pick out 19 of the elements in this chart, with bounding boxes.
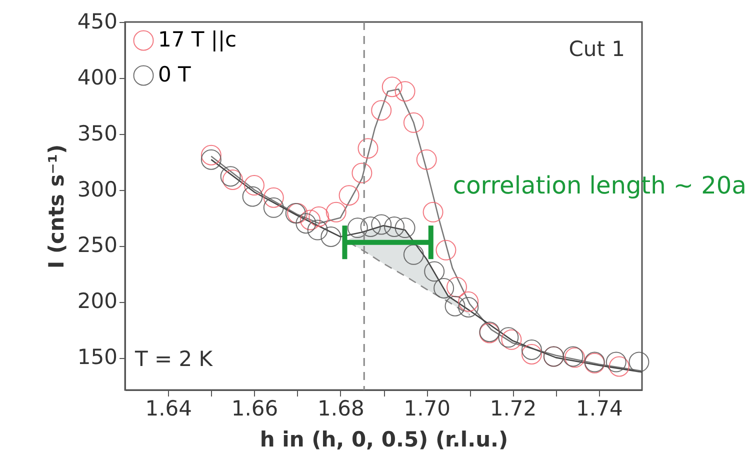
y-tick-label: 250 (77, 233, 118, 258)
legend-label: 0 T (158, 62, 192, 86)
y-tick-label: 350 (77, 121, 118, 146)
y-tick-label: 400 (77, 65, 118, 90)
y-tick-label: 300 (77, 177, 118, 202)
x-tick-label: 1.66 (231, 396, 278, 420)
x-tick-label: 1.72 (490, 396, 537, 420)
y-tick-label: 450 (77, 10, 118, 34)
y-tick-label: 150 (77, 345, 118, 370)
legend-label: 17 T ||c (158, 28, 237, 52)
x-tick-label: 1.68 (318, 396, 364, 420)
x-tick-label: 1.70 (404, 396, 450, 420)
x-tick-label: 1.74 (576, 396, 623, 420)
x-tick-label: 1.64 (145, 396, 192, 420)
x-axis-title: h in (h, 0, 0.5) (r.l.u.) (260, 428, 508, 452)
y-tick-label: 200 (77, 289, 118, 314)
annotation: Cut 1 (568, 37, 625, 61)
annotation: T = 2 K (134, 347, 214, 371)
y-axis-title: I (cnts s⁻¹) (44, 144, 68, 269)
